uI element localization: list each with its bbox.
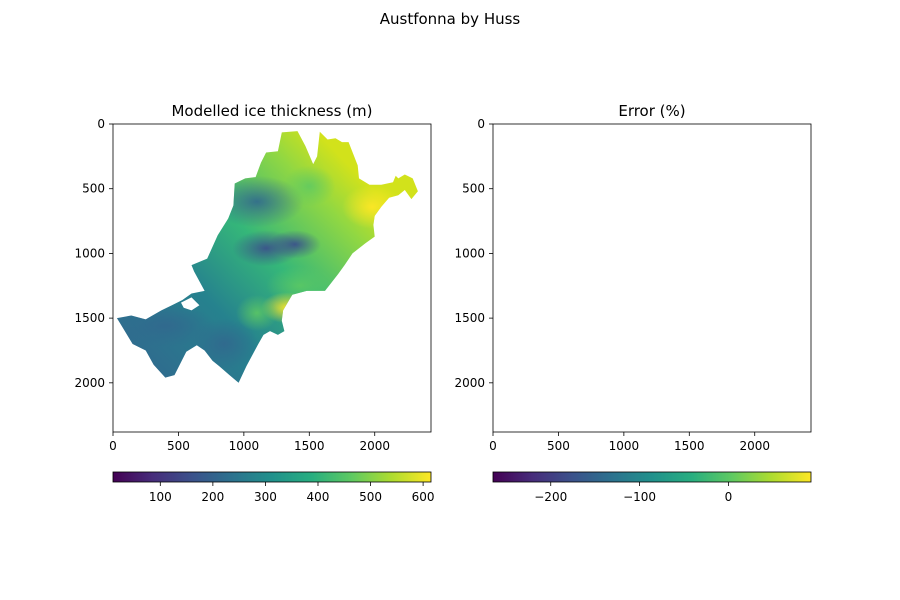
colorbar-tick-label: 200 bbox=[201, 490, 224, 504]
y-tick-label: 1000 bbox=[74, 246, 105, 260]
deep-basin-east bbox=[268, 230, 322, 259]
colorbar bbox=[492, 471, 812, 483]
figure-suptitle: Austfonna by Huss bbox=[380, 10, 521, 28]
axes-title: Modelled ice thickness (m) bbox=[171, 102, 372, 120]
axes-frame bbox=[112, 123, 432, 433]
x-tick-label: 0 bbox=[109, 439, 117, 453]
y-tick-label: 500 bbox=[462, 182, 485, 196]
colorbar-tick-label: −100 bbox=[623, 490, 656, 504]
x-tick-label: 1500 bbox=[674, 439, 705, 453]
y-tick-label: 0 bbox=[477, 117, 485, 131]
x-tick-label: 1500 bbox=[294, 439, 325, 453]
x-tick-label: 500 bbox=[547, 439, 570, 453]
thickness-panel: Modelled ice thickness (m)0 500 1000 1500 20… bbox=[74, 102, 434, 504]
y-tick-label: 2000 bbox=[454, 376, 485, 390]
y-tick-label: 1500 bbox=[74, 311, 105, 325]
axes-background bbox=[493, 124, 811, 432]
y-tick-label: 2000 bbox=[74, 376, 105, 390]
y-tick-label: 1500 bbox=[454, 311, 485, 325]
x-tick-label: 500 bbox=[167, 439, 190, 453]
x-tick-label: 1000 bbox=[229, 439, 260, 453]
south-dome bbox=[236, 294, 278, 332]
colorbar-tick-label: 400 bbox=[307, 490, 330, 504]
x-tick-label: 2000 bbox=[739, 439, 770, 453]
axes-title: Error (%) bbox=[618, 102, 685, 120]
y-tick-label: 0 bbox=[97, 117, 105, 131]
colorbar-tick-label: 100 bbox=[149, 490, 172, 504]
colorbar-tick-label: 600 bbox=[412, 490, 435, 504]
colorbar-tick-label: 500 bbox=[359, 490, 382, 504]
colorbar-tick-label: −200 bbox=[534, 490, 567, 504]
colorbar bbox=[112, 471, 432, 483]
x-tick-label: 0 bbox=[489, 439, 497, 453]
y-tick-label: 500 bbox=[82, 182, 105, 196]
x-tick-label: 1000 bbox=[609, 439, 640, 453]
north-dome bbox=[283, 165, 336, 207]
error-panel: Error (%) 0 500 1000 1500 2000 0 500 1000 1500 200… bbox=[454, 102, 812, 504]
colorbar-tick-label: 0 bbox=[725, 490, 733, 504]
y-tick-label: 1000 bbox=[454, 246, 485, 260]
colorbar-tick-label: 300 bbox=[254, 490, 277, 504]
x-tick-label: 2000 bbox=[359, 439, 390, 453]
axes-frame bbox=[492, 123, 812, 433]
